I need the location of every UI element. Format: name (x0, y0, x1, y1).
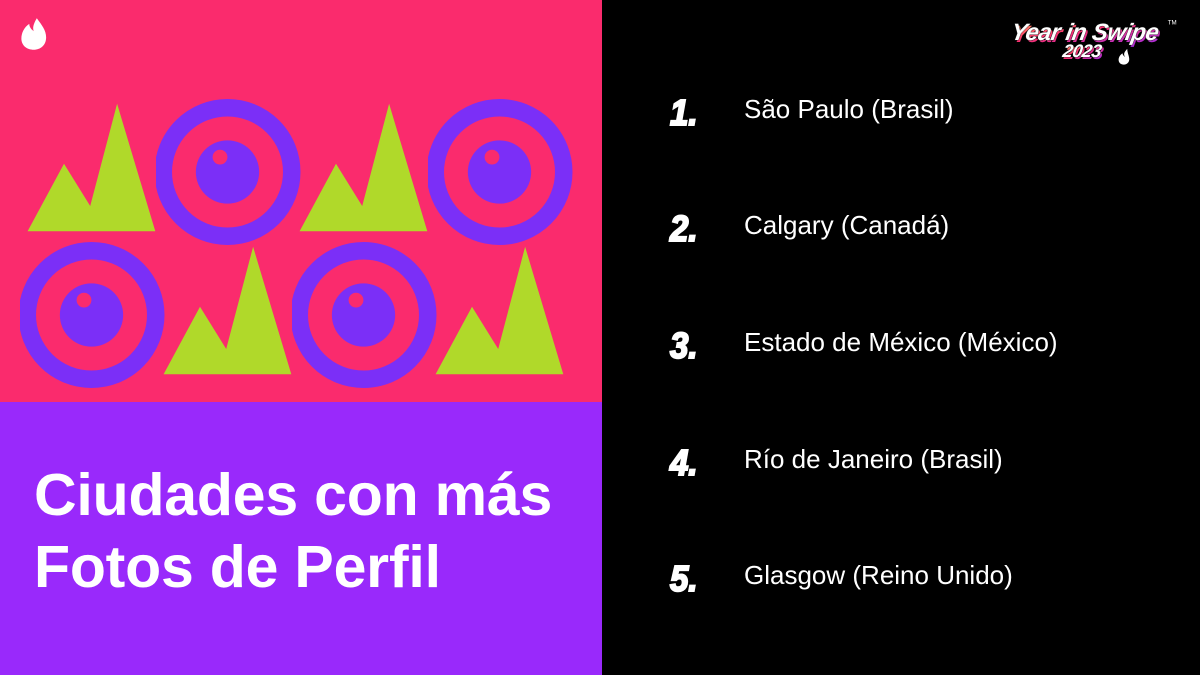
svg-text:2023: 2023 (1060, 41, 1103, 61)
svg-text:TM: TM (1168, 20, 1177, 27)
